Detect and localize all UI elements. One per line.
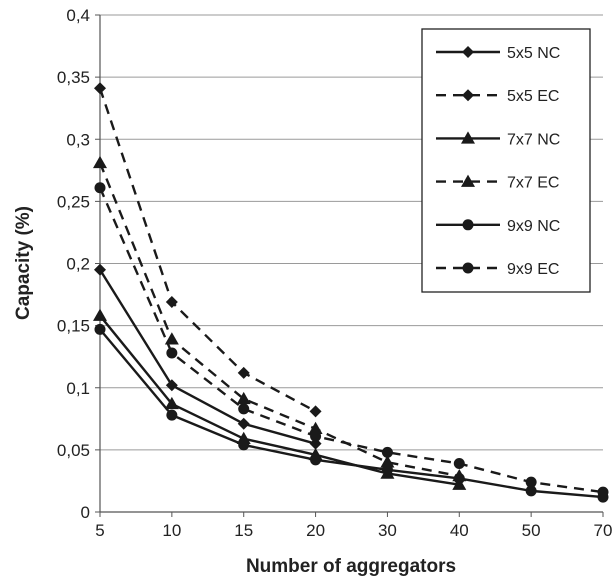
series-line [98, 162, 460, 478]
diamond-marker [165, 296, 178, 309]
x-tick-label: 10 [162, 521, 181, 540]
circle-marker [525, 476, 537, 488]
circle-marker [238, 439, 250, 451]
circle-marker [310, 430, 322, 442]
legend-label: 9x9 EC [507, 261, 559, 278]
legend-label: 5x5 NC [507, 45, 560, 62]
diamond-marker [165, 379, 178, 392]
legend-label: 7x7 NC [507, 131, 560, 148]
circle-marker [238, 403, 250, 415]
axes [95, 14, 604, 517]
x-tick-label: 15 [234, 521, 253, 540]
triangle-marker [461, 174, 475, 187]
x-tick-label: 20 [306, 521, 325, 540]
circle-marker [462, 219, 474, 231]
series-line [99, 314, 460, 486]
y-tick-label: 0,25 [57, 192, 90, 211]
x-tick-labels: 5 10 15 20 30 40 50 70 [95, 521, 612, 540]
diamond-marker [462, 46, 474, 58]
diamond-marker [94, 82, 106, 95]
triangle-marker [93, 308, 107, 321]
y-tick-label: 0,05 [57, 441, 90, 460]
series-line [98, 87, 317, 413]
series-9x9-ec [94, 182, 609, 498]
circle-marker [462, 262, 474, 274]
y-axis-title: Capacity (%) [13, 206, 34, 320]
series-5x5-ec [94, 82, 322, 418]
circle-marker [310, 454, 322, 466]
x-tick-label: 5 [95, 521, 104, 540]
legend-box [421, 28, 591, 293]
legend-label: 9x9 NC [507, 218, 560, 235]
y-tick-label: 0,2 [66, 255, 90, 274]
y-tick-labels: 0 0,05 0,1 0,15 0,2 0,25 0,3 0,35 0,4 [57, 6, 90, 522]
triangle-marker [461, 131, 475, 144]
diamond-marker [309, 405, 322, 418]
triangle-marker [308, 421, 323, 435]
y-tick-label: 0 [81, 503, 90, 522]
diamond-marker [237, 366, 250, 379]
triangle-marker [164, 396, 179, 410]
x-tick-label: 70 [594, 521, 613, 540]
legend-label: 7x7 EC [507, 175, 559, 192]
circle-marker [597, 486, 609, 498]
y-tick-label: 0,4 [66, 6, 90, 25]
diamond-marker [462, 89, 474, 102]
circle-marker [453, 472, 465, 484]
circle-marker [94, 182, 106, 194]
circle-marker [94, 323, 106, 335]
y-tick-label: 0,15 [57, 317, 90, 336]
x-tick-label: 50 [522, 521, 541, 540]
diamond-marker [94, 263, 106, 276]
circle-marker [381, 446, 393, 458]
circle-marker [166, 347, 178, 359]
series-line [98, 187, 604, 494]
diamond-marker [237, 417, 250, 430]
x-axis-title: Number of aggregators [246, 556, 456, 577]
triangle-marker [164, 332, 179, 345]
y-tick-label: 0,1 [66, 379, 90, 398]
series-line [99, 328, 604, 499]
x-tick-label: 30 [378, 521, 397, 540]
y-tick-label: 0,3 [66, 130, 90, 149]
legend: 5x5 NC 5x5 EC 7x7 NC 7x7 EC 9x9 NC 9x9 EC [421, 28, 591, 293]
triangle-marker [380, 455, 395, 468]
circle-marker [525, 485, 537, 497]
legend-label: 5x5 EC [507, 88, 559, 105]
circle-marker [381, 464, 393, 476]
x-tick-label: 40 [450, 521, 469, 540]
triangle-marker [236, 391, 251, 405]
series-lines [93, 82, 609, 503]
series-line [98, 269, 316, 445]
circle-marker [453, 458, 465, 470]
circle-marker [166, 409, 178, 421]
triangle-marker [93, 155, 107, 169]
y-tick-label: 0,35 [57, 68, 90, 87]
series-9x9-nc [94, 323, 609, 503]
